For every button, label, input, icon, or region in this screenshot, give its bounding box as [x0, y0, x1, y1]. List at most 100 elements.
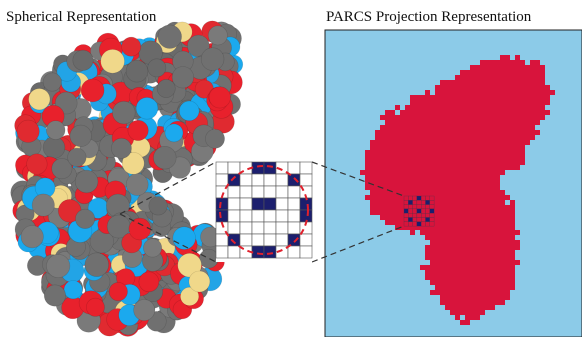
- projection-pixel: [415, 115, 420, 120]
- projection-pixel: [440, 100, 445, 105]
- projection-pixel: [375, 180, 380, 185]
- projection-pixel: [385, 175, 390, 180]
- projection-pixel: [490, 125, 495, 130]
- projection-pixel: [465, 175, 470, 180]
- projection-pixel: [485, 140, 490, 145]
- projection-pixel: [510, 90, 515, 95]
- projection-pixel: [500, 265, 505, 270]
- mini-cell: [404, 200, 408, 204]
- mini-cell: [413, 205, 417, 209]
- projection-pixel: [505, 265, 510, 270]
- projection-pixel: [430, 175, 435, 180]
- projection-pixel: [500, 140, 505, 145]
- projection-pixel: [490, 210, 495, 215]
- projection-pixel: [415, 110, 420, 115]
- projection-pixel: [540, 80, 545, 85]
- projection-pixel: [455, 170, 460, 175]
- projection-pixel: [365, 170, 370, 175]
- inset-cell: [240, 186, 252, 198]
- projection-pixel: [495, 115, 500, 120]
- projection-pixel: [525, 130, 530, 135]
- projection-pixel: [460, 190, 465, 195]
- projection-pixel: [505, 195, 510, 200]
- projection-pixel: [495, 110, 500, 115]
- projection-pixel: [455, 300, 460, 305]
- projection-pixel: [510, 240, 515, 245]
- projection-pixel: [530, 90, 535, 95]
- projection-pixel: [460, 235, 465, 240]
- projection-pixel: [500, 65, 505, 70]
- projection-pixel: [425, 90, 430, 95]
- mini-cell: [417, 213, 421, 217]
- projection-pixel: [375, 195, 380, 200]
- projection-pixel: [455, 265, 460, 270]
- projection-pixel: [460, 320, 465, 325]
- projection-pixel: [415, 120, 420, 125]
- mini-cell: [413, 222, 417, 226]
- inset-cell: [252, 222, 264, 234]
- projection-pixel: [515, 125, 520, 130]
- projection-pixel: [505, 235, 510, 240]
- projection-pixel: [435, 130, 440, 135]
- projection-pixel: [480, 225, 485, 230]
- inset-cell: [264, 174, 276, 186]
- projection-pixel: [435, 165, 440, 170]
- projection-pixel: [505, 220, 510, 225]
- projection-pixel: [535, 95, 540, 100]
- projection-pixel: [375, 135, 380, 140]
- projection-pixel: [510, 150, 515, 155]
- projection-pixel: [470, 135, 475, 140]
- atom-sphere: [209, 87, 230, 108]
- projection-pixel: [370, 185, 375, 190]
- projection-pixel: [410, 135, 415, 140]
- projection-pixel: [445, 295, 450, 300]
- projection-pixel: [475, 110, 480, 115]
- projection-pixel: [420, 175, 425, 180]
- projection-pixel: [380, 165, 385, 170]
- projection-pixel: [465, 125, 470, 130]
- projection-pixel: [390, 175, 395, 180]
- projection-pixel: [440, 105, 445, 110]
- projection-pixel: [445, 190, 450, 195]
- projection-pixel: [535, 130, 540, 135]
- projection-pixel: [485, 250, 490, 255]
- projection-pixel: [455, 120, 460, 125]
- projection-pixel: [425, 165, 430, 170]
- projection-pixel: [405, 115, 410, 120]
- projection-pixel: [450, 305, 455, 310]
- projection-pixel: [420, 230, 425, 235]
- projection-pixel: [535, 65, 540, 70]
- mini-cell: [430, 196, 434, 200]
- projection-pixel: [470, 65, 475, 70]
- projection-pixel: [470, 260, 475, 265]
- projection-pixel: [450, 125, 455, 130]
- projection-pixel: [395, 120, 400, 125]
- projection-pixel: [490, 110, 495, 115]
- projection-pixel: [415, 105, 420, 110]
- projection-pixel: [445, 250, 450, 255]
- projection-pixel: [505, 240, 510, 245]
- projection-pixel: [405, 125, 410, 130]
- projection-pixel: [525, 95, 530, 100]
- projection-pixel: [445, 165, 450, 170]
- atom-sphere: [112, 101, 135, 124]
- projection-pixel: [475, 310, 480, 315]
- projection-pixel: [510, 155, 515, 160]
- projection-pixel: [510, 160, 515, 165]
- projection-pixel: [390, 210, 395, 215]
- projection-pixel: [375, 205, 380, 210]
- projection-pixel: [525, 125, 530, 130]
- projection-pixel: [395, 145, 400, 150]
- projection-pixel: [435, 200, 440, 205]
- projection-pixel: [455, 295, 460, 300]
- projection-pixel: [440, 215, 445, 220]
- projection-pixel: [435, 235, 440, 240]
- atom-sphere: [86, 298, 104, 316]
- projection-pixel: [385, 205, 390, 210]
- projection-pixel: [435, 120, 440, 125]
- projection-pixel: [430, 255, 435, 260]
- projection-pixel: [535, 75, 540, 80]
- projection-pixel: [370, 140, 375, 145]
- projection-pixel: [460, 230, 465, 235]
- projection-pixel: [480, 270, 485, 275]
